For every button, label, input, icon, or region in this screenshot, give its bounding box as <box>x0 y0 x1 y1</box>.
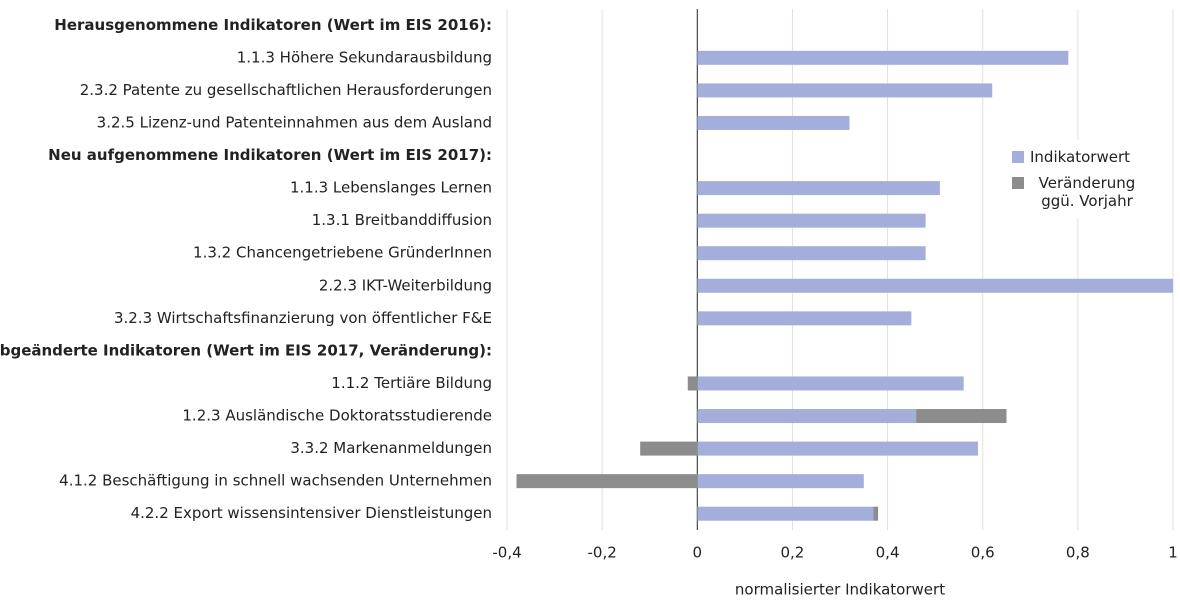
bar <box>916 409 1007 424</box>
y-tick-label: 4.2.2 Export wissensintensiver Dienstlei… <box>131 504 492 522</box>
bar <box>697 181 940 196</box>
x-tick-label: 0,4 <box>876 544 900 562</box>
y-tick-label: 3.2.3 Wirtschaftsfinanzierung von öffent… <box>114 309 492 327</box>
y-tick-label: Abgeänderte Indikatoren (Wert im EIS 201… <box>0 341 492 359</box>
x-tick-label: -0,4 <box>492 544 521 562</box>
bar <box>697 506 874 521</box>
y-tick-label: 2.2.3 IKT-Weiterbildung <box>319 276 492 294</box>
legend-entry: Veränderung ggü. Vorjahr <box>1006 174 1144 210</box>
y-tick-label: 4.1.2 Beschäftigung in schnell wachsende… <box>59 472 492 490</box>
bar <box>697 311 912 326</box>
x-tick-label: 0,2 <box>780 544 804 562</box>
x-tick-label: -0,2 <box>588 544 617 562</box>
x-tick-label: 0 <box>693 544 703 562</box>
y-tick-label: 1.1.2 Tertiäre Bildung <box>331 374 492 392</box>
y-tick-label: 1.3.2 Chancengetriebene GründerInnen <box>193 244 492 262</box>
legend-swatch <box>1012 151 1024 163</box>
bar <box>697 246 926 261</box>
y-tick-label: 3.2.5 Lizenz-und Patenteinnahmen aus dem… <box>97 113 492 131</box>
y-tick-label: 1.1.3 Lebenslanges Lernen <box>290 179 492 197</box>
x-axis-title: normalisierter Indikatorwert <box>735 581 945 599</box>
bar <box>697 213 926 228</box>
legend-label: Indikatorwert <box>1030 148 1131 166</box>
bar <box>640 441 698 456</box>
bar <box>697 376 964 391</box>
legend: Indikatorwert Veränderung ggü. Vorjahr <box>1000 140 1150 218</box>
y-tick-label: Neu aufgenommene Indikatoren (Wert im EI… <box>48 146 492 164</box>
y-tick-label: 1.1.3 Höhere Sekundarausbildung <box>237 48 492 66</box>
bar <box>697 474 864 489</box>
x-tick-label: 0,6 <box>971 544 995 562</box>
y-tick-label: 1.3.1 Breitbanddiffusion <box>312 211 492 229</box>
legend-label: Veränderung ggü. Vorjahr <box>1038 174 1136 210</box>
x-tick-label: 1 <box>1168 544 1178 562</box>
bar <box>697 83 993 98</box>
bar <box>697 441 978 456</box>
legend-swatch <box>1012 177 1024 189</box>
y-tick-label: 1.2.3 Ausländische Doktoratsstudierende <box>182 407 492 425</box>
bar <box>687 376 698 391</box>
bar <box>697 278 1173 293</box>
bar <box>516 474 698 489</box>
legend-entry: Indikatorwert <box>1006 148 1144 166</box>
bar <box>697 115 850 130</box>
bar <box>873 506 879 521</box>
bar <box>697 409 917 424</box>
y-tick-label: 2.3.2 Patente zu gesellschaftlichen Hera… <box>80 81 492 99</box>
x-tick-label: 0,8 <box>1066 544 1090 562</box>
y-tick-label: 3.3.2 Markenanmeldungen <box>290 439 492 457</box>
bar <box>697 50 1069 65</box>
y-tick-label: Herausgenommene Indikatoren (Wert im EIS… <box>54 16 492 34</box>
